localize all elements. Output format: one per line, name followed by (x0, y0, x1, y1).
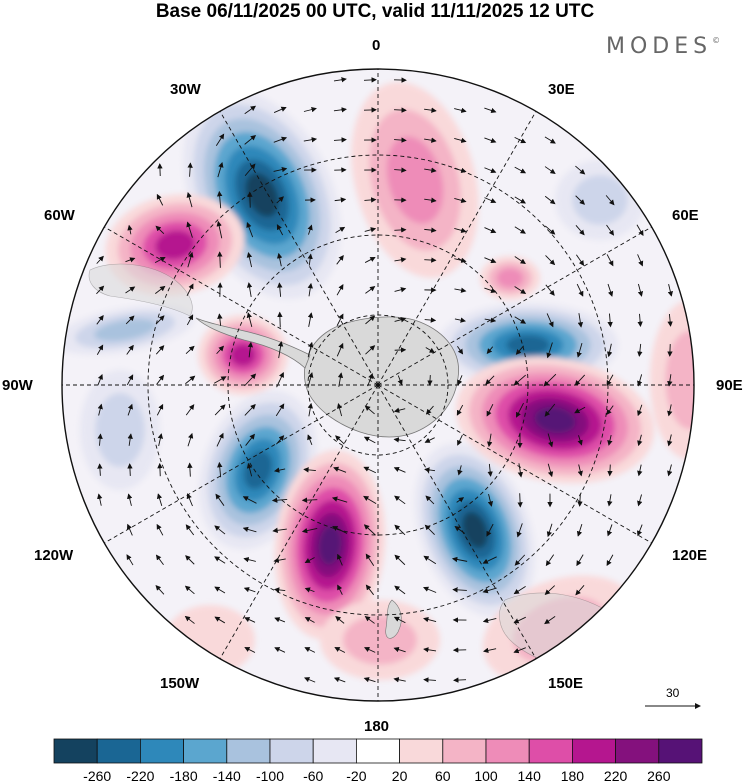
wind-arrow (160, 464, 161, 476)
colorbar-cell (400, 739, 443, 763)
anomaly-contour (665, 331, 714, 429)
colorbar-cells (54, 739, 702, 763)
lon-label-180: 180 (364, 719, 389, 735)
colorbar-tick-label: 180 (561, 768, 584, 784)
colorbar-cell (659, 739, 702, 763)
colorbar-tick-label: 60 (435, 768, 451, 784)
lon-label-60w: 60W (44, 208, 75, 224)
lon-label-0: 0 (372, 38, 380, 54)
colorbar-tick-label: 220 (604, 768, 627, 784)
reference-vector-label: 30 (666, 686, 679, 700)
lon-label-90w: 90W (2, 378, 33, 394)
colorbar-tick-label: -100 (256, 768, 284, 784)
colorbar-tick-label: 140 (518, 768, 541, 784)
wind-arrow (130, 464, 131, 476)
colorbar-cell (184, 739, 227, 763)
lon-label-30e: 30E (548, 82, 575, 98)
colorbar-cell (572, 739, 615, 763)
colorbar-cell (54, 739, 97, 763)
anomaly-contour (343, 615, 417, 664)
colorbar-tick-label: -20 (346, 768, 366, 784)
anomaly-contour (230, 344, 256, 367)
colorbar-cell (486, 739, 529, 763)
lon-label-150e: 150E (548, 676, 583, 692)
wind-arrow (280, 313, 281, 328)
colorbar-tick-label: 20 (392, 768, 408, 784)
colorbar-tick-label: -220 (126, 768, 154, 784)
lon-label-60e: 60E (672, 208, 699, 224)
colorbar-cell (356, 739, 399, 763)
colorbar-cell (270, 739, 313, 763)
colorbar-cell (313, 739, 356, 763)
wind-arrow (520, 493, 521, 506)
lon-label-90e: 90E (716, 378, 743, 394)
lon-label-120w: 120W (34, 548, 73, 564)
polar-map (0, 0, 750, 737)
anomaly-contour (95, 393, 144, 467)
colorbar-tick-label: -60 (303, 768, 323, 784)
map-disk (52, 65, 730, 705)
wind-arrow (610, 465, 611, 476)
lon-label-150w: 150W (160, 676, 199, 692)
anomaly-contour (497, 268, 524, 288)
colorbar-cell (140, 739, 183, 763)
colorbar-cell (227, 739, 270, 763)
colorbar-tick-label: -260 (83, 768, 111, 784)
colorbar-tick-label: 100 (474, 768, 497, 784)
colorbar-cell (529, 739, 572, 763)
colorbar-cell (443, 739, 486, 763)
colorbar-tick-label: 260 (647, 768, 670, 784)
colorbar-tick-label: -180 (170, 768, 198, 784)
colorbar-cell (97, 739, 140, 763)
anomaly-contour (506, 335, 550, 355)
lon-label-120e: 120E (672, 548, 707, 564)
colorbar (0, 737, 750, 783)
colorbar-cell (616, 739, 659, 763)
anomaly-contour (165, 605, 255, 675)
lon-label-30w: 30W (170, 82, 201, 98)
colorbar-tick-label: -140 (213, 768, 241, 784)
